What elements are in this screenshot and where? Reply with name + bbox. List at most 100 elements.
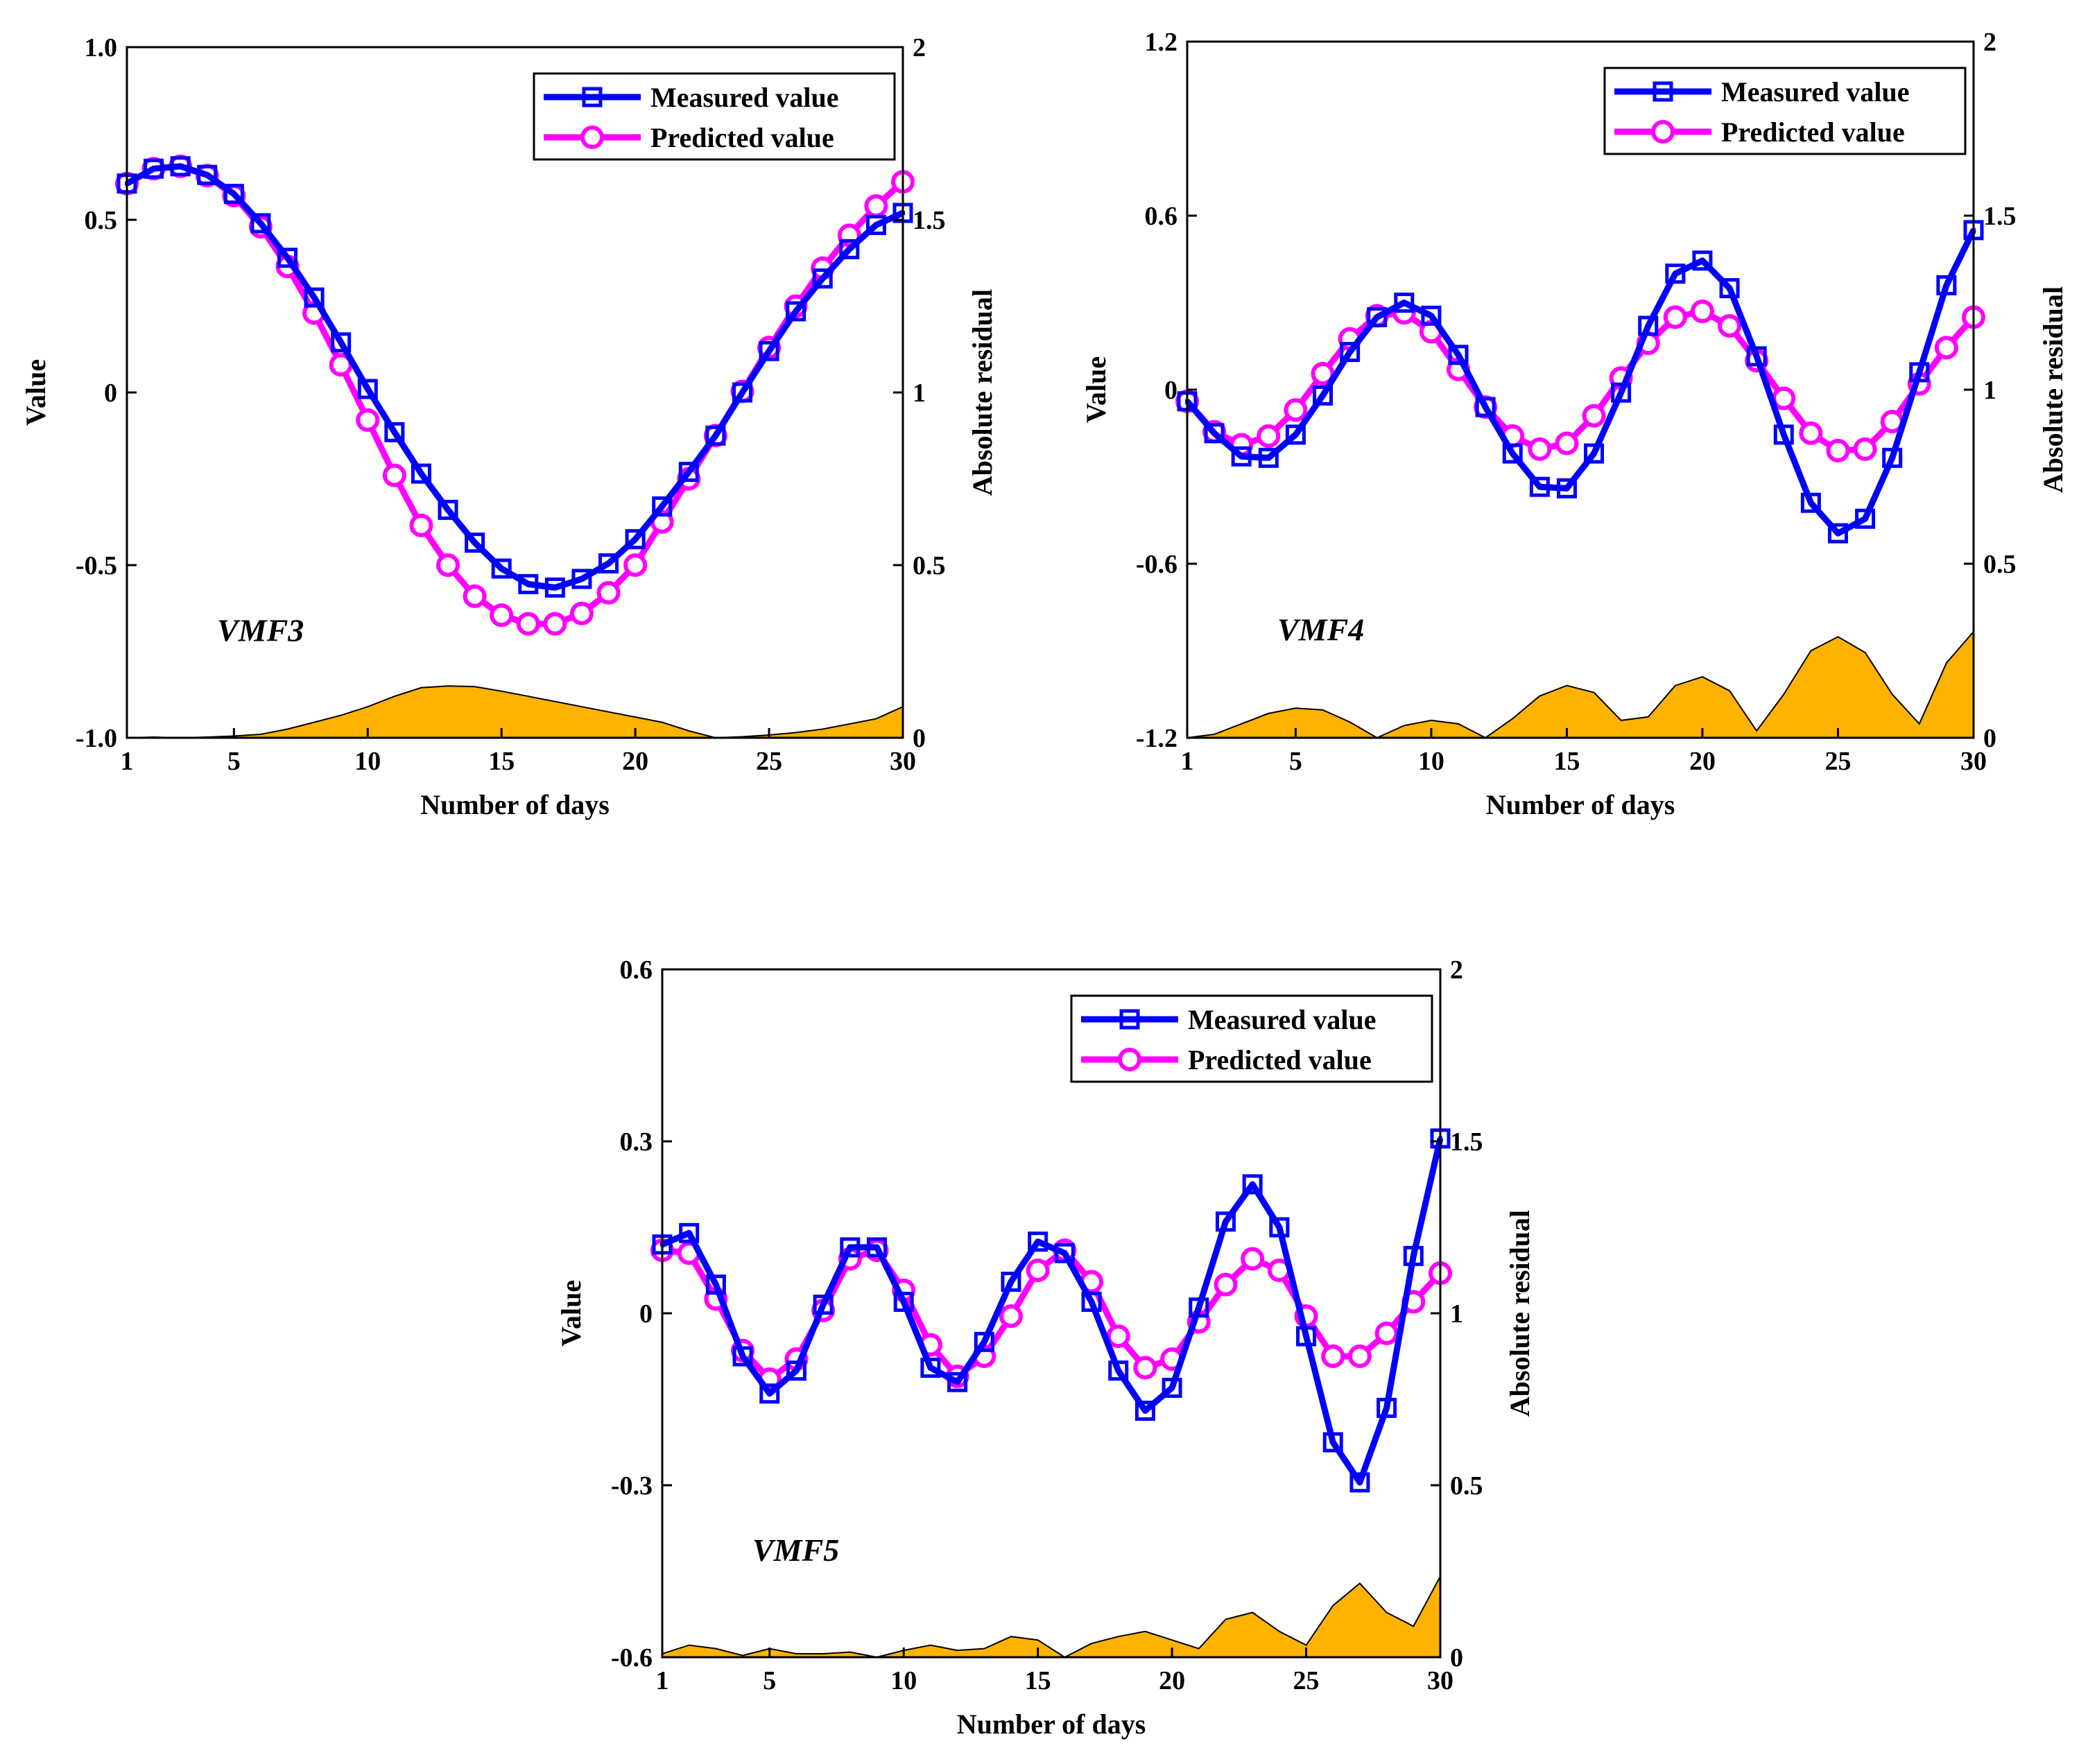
measured-point-center xyxy=(713,433,718,438)
measured-point xyxy=(1719,278,1740,299)
measured-point xyxy=(1377,1397,1397,1418)
x-tick-label: 30 xyxy=(890,747,916,776)
measured-point xyxy=(1529,476,1550,497)
measured-point-center xyxy=(1537,485,1542,490)
residual-area xyxy=(1186,630,1974,739)
y-axis-label: Value xyxy=(555,1280,587,1347)
measured-point xyxy=(1081,1291,1102,1312)
measured-point xyxy=(1340,342,1361,363)
predicted-point xyxy=(1374,1321,1399,1345)
x-tick-label: 5 xyxy=(763,1666,776,1695)
measured-point-center xyxy=(1035,1239,1040,1244)
y-tick-label: -0.6 xyxy=(611,1643,653,1672)
measured-point-center xyxy=(741,1354,745,1358)
measured-point-center xyxy=(1170,1385,1175,1390)
measured-point-center xyxy=(1411,1254,1416,1259)
predicted-point xyxy=(1311,361,1335,386)
measured-point xyxy=(465,533,485,553)
panel-label: VMF5 xyxy=(752,1532,839,1568)
measured-point xyxy=(491,558,512,579)
y2-tick-label: 1 xyxy=(913,379,926,408)
measured-point-center xyxy=(1347,349,1352,354)
predicted-point xyxy=(1214,1272,1238,1297)
measured-point-center xyxy=(1062,1251,1067,1256)
measured-point-center xyxy=(1890,456,1895,460)
y-axis-label: Value xyxy=(1080,356,1112,423)
measured-point xyxy=(1108,1360,1129,1381)
measured-point xyxy=(331,332,352,353)
predicted-point xyxy=(1133,1356,1157,1380)
measured-point-center xyxy=(659,504,664,509)
measured-point-center xyxy=(1646,323,1650,328)
measured-point xyxy=(1394,293,1415,313)
predicted-point xyxy=(1106,1324,1130,1349)
measured-point xyxy=(732,382,752,403)
measured-point xyxy=(544,577,565,598)
y2-tick-label: 0 xyxy=(1450,1643,1463,1672)
series-line-measured xyxy=(661,1137,1444,1486)
measured-point-center xyxy=(982,1340,987,1344)
y-tick-label: 0 xyxy=(1164,376,1177,405)
measured-point xyxy=(867,1237,888,1258)
x-tick-label: 10 xyxy=(1418,747,1444,776)
measured-point-center xyxy=(312,295,317,300)
measured-point xyxy=(170,156,191,177)
measured-point xyxy=(1611,382,1632,403)
predicted-point xyxy=(1690,300,1714,324)
series-line-predicted xyxy=(125,163,906,628)
measured-point xyxy=(759,340,779,361)
measured-point-center xyxy=(793,309,798,313)
measured-point xyxy=(920,1358,941,1378)
series-line-measured xyxy=(1184,228,1977,537)
measured-point-center xyxy=(1917,370,1922,374)
measured-point xyxy=(1258,447,1279,468)
x-tick-label: 1 xyxy=(1181,747,1194,776)
measured-point-center xyxy=(633,537,638,542)
measured-point-center xyxy=(1401,300,1406,305)
x-tick-label: 20 xyxy=(622,747,648,776)
measured-point-center xyxy=(1781,432,1786,437)
measured-point xyxy=(571,569,592,589)
legend-label-predicted: Predicted value xyxy=(650,122,834,153)
x-tick-label: 25 xyxy=(1293,1666,1320,1695)
legend: Measured value Predicted value xyxy=(533,72,896,161)
measured-point xyxy=(678,462,699,483)
measured-point xyxy=(384,422,405,442)
legend-marker xyxy=(580,126,604,149)
legend-marker xyxy=(582,87,603,107)
measured-point-center xyxy=(258,220,263,225)
x-axis-label: Number of days xyxy=(420,789,610,820)
measured-point xyxy=(1296,1326,1317,1347)
predicted-point xyxy=(1241,1247,1265,1271)
residual-area xyxy=(126,685,904,739)
y-tick-label: -1.2 xyxy=(1136,724,1177,753)
measured-point xyxy=(1322,1432,1343,1453)
measured-point xyxy=(1189,1297,1209,1318)
measured-point xyxy=(732,1346,753,1367)
measured-point-center xyxy=(446,508,451,512)
y-tick-label: 0.3 xyxy=(620,1127,653,1157)
predicted-point xyxy=(436,553,460,577)
measured-point xyxy=(1403,1245,1424,1266)
x-tick-label: 10 xyxy=(890,1666,917,1695)
y2-tick-label: 0 xyxy=(913,724,926,753)
measured-point xyxy=(786,301,806,322)
measured-point xyxy=(1800,492,1821,513)
measured-point xyxy=(277,248,298,268)
measured-point xyxy=(1502,443,1523,464)
measured-point-center xyxy=(1266,456,1271,460)
predicted-point xyxy=(382,463,406,487)
x-tick-label: 1 xyxy=(656,1666,669,1695)
y2-axis-label: Absolute residual xyxy=(2037,286,2069,493)
predicted-point xyxy=(1663,305,1687,329)
measured-point xyxy=(1001,1272,1021,1292)
legend-label-measured: Measured value xyxy=(1721,76,1909,107)
measured-point xyxy=(1162,1377,1182,1398)
measured-point xyxy=(438,499,458,520)
predicted-point xyxy=(490,603,514,628)
x-axis-label: Number of days xyxy=(1486,789,1675,820)
measured-point xyxy=(865,214,886,235)
measured-point-center xyxy=(928,1365,933,1370)
predicted-point xyxy=(1026,1259,1050,1282)
measured-point-center xyxy=(847,247,852,252)
